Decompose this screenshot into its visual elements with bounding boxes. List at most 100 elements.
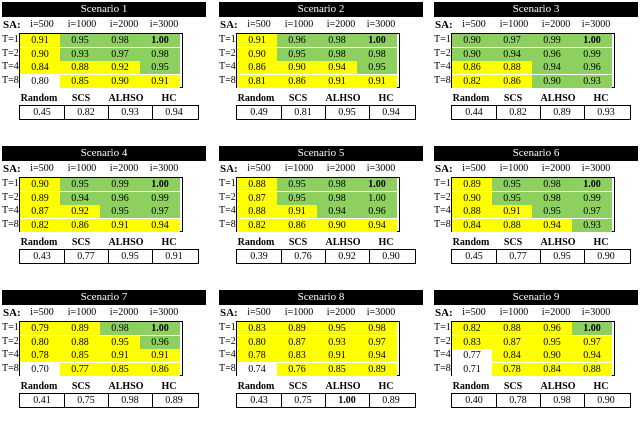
- grid-cell: 0.91: [357, 74, 397, 88]
- summary-cell: 0.76: [281, 250, 326, 263]
- row-label: T=4: [2, 205, 19, 216]
- summary-cell: 0.94: [165, 107, 183, 118]
- summary-header: Random: [237, 381, 275, 392]
- result-grid: 0.82 0.88 0.96 1.00 0.83 0.87 0.95 0.97 0.77 0.84…: [451, 321, 615, 376]
- grid-cell: 0.95: [357, 61, 397, 74]
- grid-cell: 1.00: [572, 34, 612, 47]
- scenario-panel: Scenario 7 SA: i=500 i=1000 i=2000 i=3000 T=1 T…: [2, 290, 206, 426]
- grid-cell: 0.74: [237, 362, 277, 376]
- summary-header: Random: [452, 381, 490, 392]
- grid-cell: 0.88: [492, 322, 532, 335]
- grid-cell: 0.90: [317, 218, 357, 232]
- grid-cell: 1.00: [357, 34, 397, 47]
- grid-cell: 0.97: [140, 205, 180, 218]
- grid-cell: 0.98: [140, 47, 180, 61]
- grid-cell: 0.95: [277, 47, 317, 61]
- row-label: T=4: [434, 205, 451, 216]
- summary-header: Random: [237, 237, 275, 248]
- grid-cell: 0.97: [572, 205, 612, 218]
- summary-header: SCS: [71, 381, 91, 392]
- grid-cell: 0.89: [60, 322, 100, 335]
- grid-cell: 0.95: [277, 191, 317, 205]
- grid-cell: 0.84: [492, 349, 532, 362]
- summary-header: ALHSO: [325, 93, 361, 104]
- scenario-title: Scenario 5: [219, 146, 423, 161]
- summary-header: ALHSO: [108, 381, 144, 392]
- scenario-title: Scenario 4: [2, 146, 206, 161]
- grid-cell: 0.91: [317, 74, 357, 88]
- summary-header: HC: [378, 381, 394, 392]
- summary-header: SCS: [503, 93, 523, 104]
- row-label: T=8: [2, 74, 19, 86]
- summary-header: SCS: [503, 237, 523, 248]
- summary-header: ALHSO: [540, 93, 576, 104]
- summary-header: HC: [161, 381, 177, 392]
- summary-header: SCS: [71, 237, 91, 248]
- grid-cell: 0.84: [20, 61, 60, 74]
- scenario-title: Scenario 8: [219, 290, 423, 305]
- grid-cell: 0.80: [20, 335, 60, 349]
- grid-cell: 0.89: [357, 362, 397, 376]
- grid-cell: 0.90: [532, 74, 572, 88]
- iteration-header: i=2000: [109, 163, 139, 174]
- summary-header: Random: [452, 237, 490, 248]
- summary-cell: 0.93: [597, 107, 615, 118]
- grid-cell: 0.91: [492, 205, 532, 218]
- summary-cell: 0.45: [20, 106, 65, 119]
- summary-header: Random: [452, 93, 490, 104]
- iteration-header: i=3000: [581, 307, 611, 318]
- iteration-header: i=3000: [149, 307, 179, 318]
- summary-cell: 0.95: [540, 250, 585, 263]
- sa-label: SA:: [435, 307, 453, 319]
- iteration-header: i=3000: [149, 163, 179, 174]
- grid-cell: 0.99: [140, 191, 180, 205]
- grid-cell: 0.82: [452, 322, 492, 335]
- row-label: T=4: [219, 61, 236, 72]
- grid-cell: 1.00: [140, 34, 180, 47]
- grid-cell: 0.83: [277, 349, 317, 362]
- sa-label: SA:: [3, 163, 21, 175]
- iteration-header: i=1000: [284, 307, 314, 318]
- grid-cell: 0.95: [532, 335, 572, 349]
- grid-cell: 0.80: [20, 74, 60, 88]
- summary-cell: 0.44: [452, 106, 497, 119]
- scenario-title: Scenario 9: [434, 290, 638, 305]
- grid-cell: 1.00: [140, 178, 180, 191]
- scenario-title: Scenario 1: [2, 2, 206, 17]
- iteration-header: i=500: [247, 163, 271, 174]
- grid-cell: 0.93: [317, 335, 357, 349]
- grid-cell: 0.95: [317, 322, 357, 335]
- row-label: T=4: [219, 349, 236, 360]
- summary-header: Random: [20, 237, 58, 248]
- grid-cell: 0.76: [277, 362, 317, 376]
- grid-cell: 1.00: [572, 322, 612, 335]
- grid-cell: 0.82: [20, 218, 60, 232]
- row-label: T=4: [219, 205, 236, 216]
- iteration-header: i=1000: [284, 163, 314, 174]
- grid-cell: 0.97: [357, 335, 397, 349]
- row-label: T=1: [2, 34, 19, 45]
- row-label: T=2: [2, 335, 19, 347]
- iteration-header: i=500: [462, 307, 486, 318]
- summary-header: SCS: [71, 93, 91, 104]
- grid-cell: 0.99: [532, 34, 572, 47]
- iteration-header: i=1000: [499, 163, 529, 174]
- summary-header: HC: [161, 237, 177, 248]
- grid-cell: 0.95: [100, 335, 140, 349]
- summary-header: SCS: [288, 93, 308, 104]
- summary-cell: 0.75: [281, 394, 326, 407]
- summary-cell: 0.89: [382, 395, 400, 406]
- iteration-header: i=3000: [581, 19, 611, 30]
- row-label: T=2: [434, 47, 451, 59]
- row-label: T=4: [434, 61, 451, 72]
- sa-label: SA:: [435, 19, 453, 31]
- grid-cell: 0.91: [20, 34, 60, 47]
- summary-header: ALHSO: [540, 237, 576, 248]
- grid-cell: 0.99: [572, 191, 612, 205]
- grid-cell: 0.89: [20, 191, 60, 205]
- grid-cell: 0.94: [317, 61, 357, 74]
- grid-cell: 0.91: [237, 34, 277, 47]
- summary-row: 0.43 0.75 1.00 0.89: [236, 393, 416, 408]
- grid-cell: 0.84: [452, 218, 492, 232]
- iteration-header: i=2000: [109, 19, 139, 30]
